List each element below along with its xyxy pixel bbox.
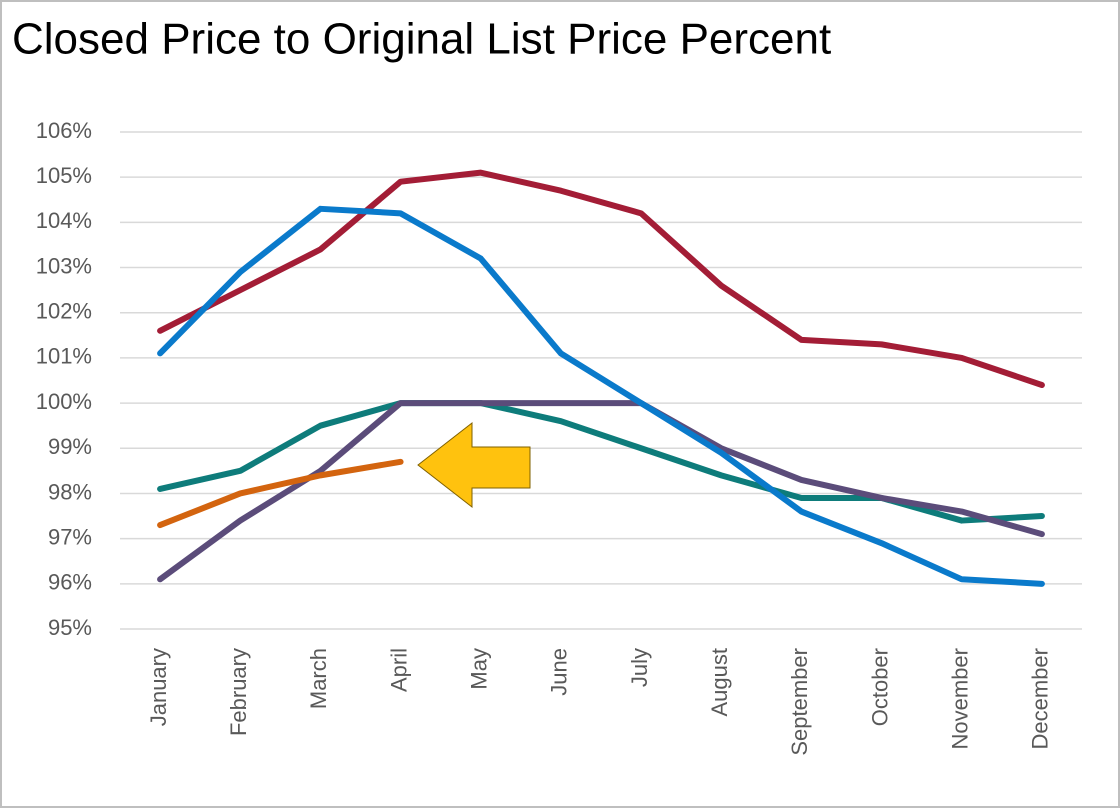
x-tick-label: October: [867, 648, 892, 726]
grid: 95% 96% 97% 98% 99% 100% 101% 102% 103% 104% 105% 1…: [36, 118, 1082, 756]
x-tick-label: November: [948, 648, 973, 749]
x-tick-label: July: [627, 648, 652, 687]
x-tick-label: April: [386, 648, 411, 692]
x-tick-label: March: [306, 648, 331, 709]
arrow: [417, 421, 531, 509]
x-tick-label: May: [467, 648, 492, 690]
x-tick-label: January: [146, 648, 171, 726]
y-tick-label: 104%: [36, 208, 92, 233]
x-tick-label: August: [707, 648, 732, 717]
y-tick-label: 96%: [48, 570, 92, 595]
series-line: [157, 458, 404, 529]
y-tick-label: 106%: [36, 118, 92, 143]
y-tick-label: 97%: [48, 524, 92, 549]
chart-title: Closed Price to Original List Price Perc…: [12, 15, 831, 64]
x-tick-label: February: [226, 648, 251, 736]
series-line: [157, 169, 1045, 389]
lines: [157, 169, 1045, 587]
y-tick-label: 100%: [36, 389, 92, 414]
x-tick-label: June: [547, 648, 572, 696]
y-tick-label: 101%: [36, 344, 92, 369]
y-tick-label: 102%: [36, 299, 92, 324]
series-line: [157, 205, 1045, 587]
y-tick-label: 98%: [48, 479, 92, 504]
y-tick-label: 103%: [36, 253, 92, 278]
x-tick-label: September: [787, 648, 812, 756]
y-tick-label: 105%: [36, 163, 92, 188]
x-tick-label: December: [1028, 648, 1053, 749]
y-tick-label: 95%: [48, 615, 92, 640]
y-tick-label: 99%: [48, 434, 92, 459]
